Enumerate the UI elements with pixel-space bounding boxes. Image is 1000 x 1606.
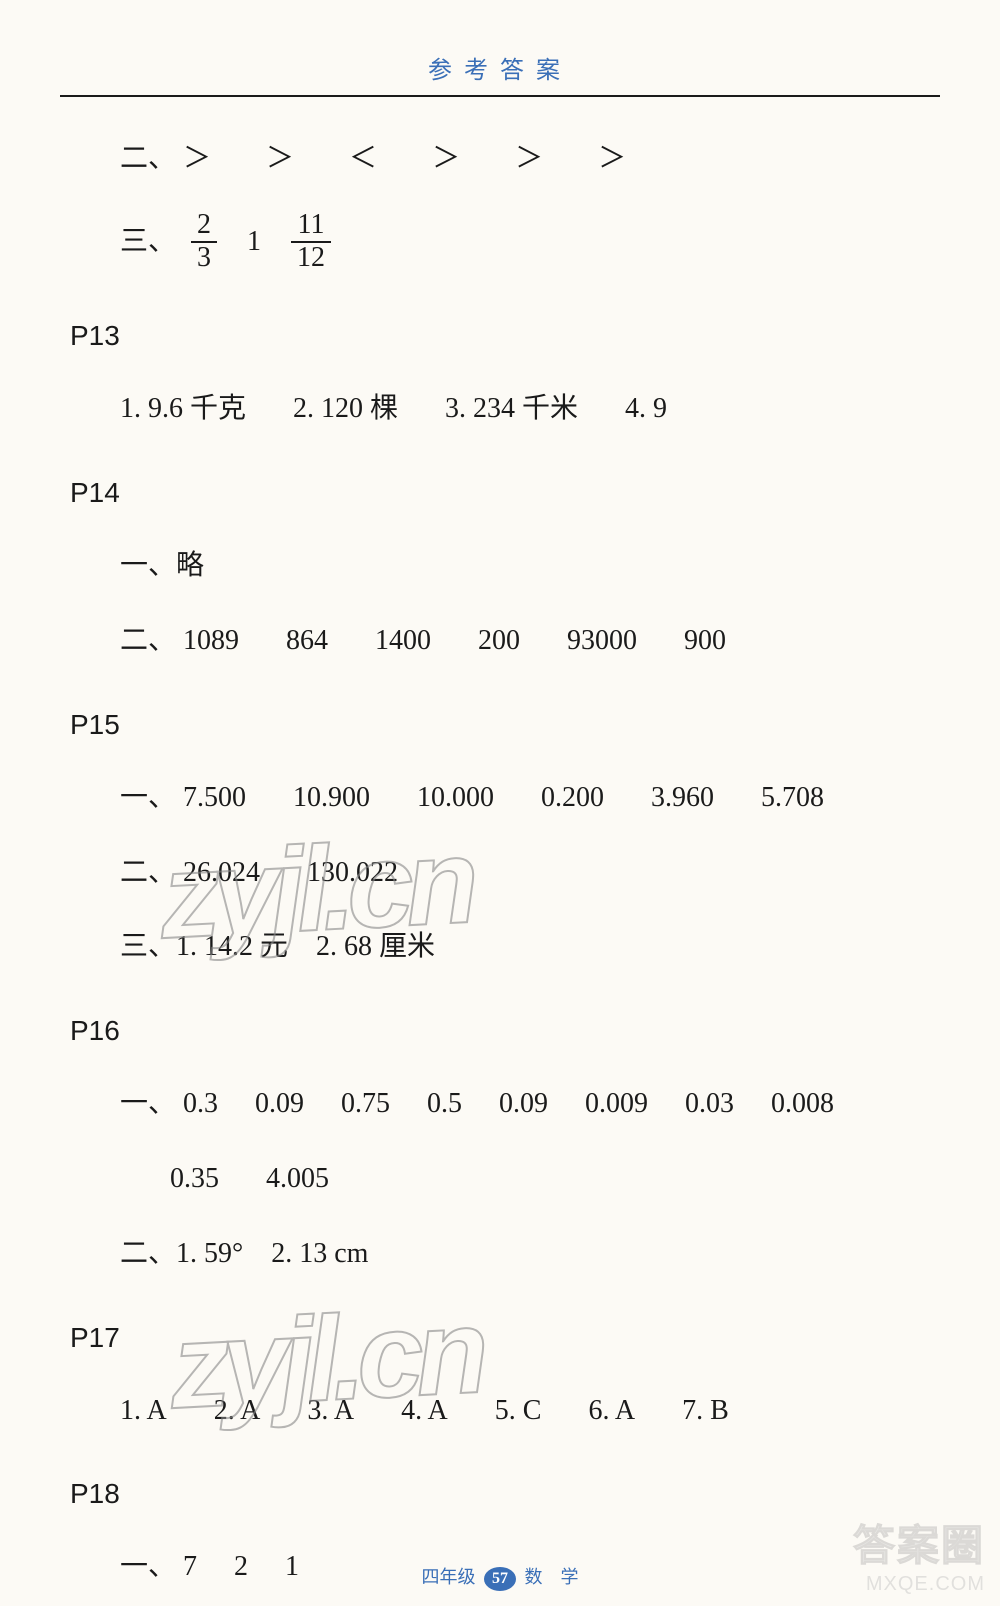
- page-number: 57: [484, 1567, 516, 1591]
- numerator: 2: [191, 210, 217, 243]
- symbol: ＜: [349, 137, 377, 182]
- value: 5.708: [761, 776, 824, 821]
- prefix: 一、: [120, 1088, 176, 1119]
- value: 0.008: [771, 1082, 834, 1127]
- p15-line1: 一、 7.500 10.900 10.000 0.200 3.960 5.708: [120, 776, 960, 821]
- p15-line3: 三、1. 14.2 元 2. 68 厘米: [120, 925, 960, 970]
- fraction: 2 3: [191, 210, 217, 274]
- value: 10.000: [417, 776, 494, 821]
- prefix: 一、: [120, 782, 176, 813]
- symbol: ＞: [598, 137, 626, 182]
- answer-item: 2. A: [214, 1389, 261, 1434]
- value: 900: [684, 619, 726, 664]
- denominator: 12: [291, 243, 331, 274]
- answer-item: 3. A: [307, 1389, 354, 1434]
- p16-line1: 一、 0.3 0.09 0.75 0.5 0.09 0.009 0.03 0.0…: [120, 1082, 960, 1127]
- answer-item: 4. 9: [625, 387, 667, 432]
- value: 130.022: [307, 851, 398, 896]
- value: 0.5: [427, 1082, 462, 1127]
- value: 200: [478, 619, 520, 664]
- p17-answers: 1. A 2. A 3. A 4. A 5. C 6. A 7. B: [120, 1389, 960, 1434]
- value: 1089: [183, 619, 239, 664]
- p13-answers: 1. 9.6 千克 2. 120 棵 3. 234 千米 4. 9: [120, 387, 960, 432]
- symbol: ＞: [515, 137, 543, 182]
- prefix: 二、: [120, 857, 176, 888]
- answer-item: 6. A: [588, 1389, 635, 1434]
- denominator: 3: [191, 243, 217, 274]
- answer-item: 1. A: [120, 1389, 167, 1434]
- value: 0.09: [255, 1082, 304, 1127]
- prefix: 二、: [120, 143, 176, 174]
- value: 0.009: [585, 1082, 648, 1127]
- symbol: ＞: [183, 137, 211, 182]
- prefix: 三、: [120, 226, 176, 257]
- value: 3.960: [651, 776, 714, 821]
- section-p15: P15: [70, 709, 960, 741]
- corner-watermark: 答案圈 MXQE.COM: [853, 1512, 985, 1596]
- value: 10.900: [293, 776, 370, 821]
- section-p16: P16: [70, 1015, 960, 1047]
- value: 1400: [375, 619, 431, 664]
- answer-item: 5. C: [495, 1389, 542, 1434]
- symbol: ＞: [266, 137, 294, 182]
- prefix: 二、: [120, 625, 176, 656]
- corner-cn: 答案圈: [853, 1512, 985, 1573]
- answer-line-3: 三、 2 3 1 11 12: [120, 212, 960, 276]
- section-p13: P13: [70, 320, 960, 352]
- page-footer: 四年级 57 数 学: [0, 1563, 1000, 1591]
- value: 0.200: [541, 776, 604, 821]
- value: 864: [286, 619, 328, 664]
- section-p17: P17: [70, 1322, 960, 1354]
- p16-line1b: 0.35 4.005: [170, 1157, 960, 1202]
- answer-item: 2. 120 棵: [293, 387, 398, 432]
- numerator: 11: [291, 210, 331, 243]
- footer-left: 四年级: [422, 1567, 476, 1587]
- value: 93000: [567, 619, 637, 664]
- corner-url: MXQE.COM: [853, 1573, 985, 1596]
- value: 1: [247, 226, 261, 257]
- page-container: 参考答案 二、 ＞ ＞ ＜ ＞ ＞ ＞ 三、 2 3 1 11 12 P13 1…: [0, 0, 1000, 1606]
- answer-line-2: 二、 ＞ ＞ ＜ ＞ ＞ ＞: [120, 137, 960, 182]
- value: 0.09: [499, 1082, 548, 1127]
- value: 7.500: [183, 776, 246, 821]
- section-p14: P14: [70, 477, 960, 509]
- answer-item: 1. 9.6 千克: [120, 387, 246, 432]
- value: 0.3: [183, 1082, 218, 1127]
- header-title: 参考答案: [40, 50, 960, 85]
- symbol: ＞: [432, 137, 460, 182]
- fraction: 11 12: [291, 210, 331, 274]
- value: 0.75: [341, 1082, 390, 1127]
- value: 26.024: [183, 851, 260, 896]
- answer-item: 7. B: [682, 1389, 729, 1434]
- p14-line2: 二、 1089 864 1400 200 93000 900: [120, 619, 960, 664]
- p16-line2: 二、1. 59° 2. 13 cm: [120, 1232, 960, 1277]
- p14-line1: 一、略: [120, 544, 960, 589]
- value: 0.03: [685, 1082, 734, 1127]
- footer-right: 数 学: [525, 1567, 579, 1587]
- p15-line2: 二、 26.024 130.022: [120, 851, 960, 896]
- section-p18: P18: [70, 1478, 960, 1510]
- header-divider: [60, 95, 940, 97]
- value: 0.35: [170, 1157, 219, 1202]
- value: 4.005: [266, 1157, 329, 1202]
- answer-item: 3. 234 千米: [445, 387, 578, 432]
- answer-item: 4. A: [401, 1389, 448, 1434]
